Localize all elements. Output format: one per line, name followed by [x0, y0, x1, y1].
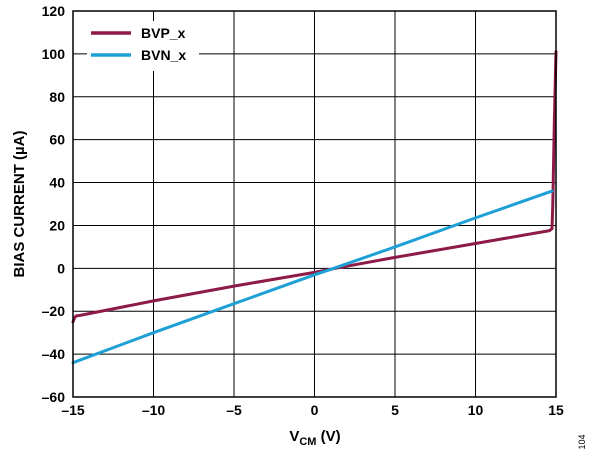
y-axis-title: BIAS CURRENT (µA): [11, 131, 28, 278]
y-tick-labels: –60 –40 –20 0 20 40 60 80 100 120: [42, 3, 66, 405]
x-axis-title: VCM (V): [289, 428, 340, 448]
x-tick-label: 10: [468, 402, 484, 418]
y-tick-label: 20: [49, 217, 65, 233]
legend-background: [87, 21, 199, 71]
x-tick-labels: –15 –10 –5 0 5 10 15: [61, 402, 564, 418]
y-tick-label: 120: [42, 3, 66, 19]
x-axis-title-main: V: [289, 428, 299, 445]
legend-label-bvn: BVN_x: [141, 47, 186, 63]
series-line-bvn-x: [71, 189, 554, 365]
x-axis-title-unit: (V): [316, 428, 340, 445]
figure-id: 104: [577, 434, 587, 449]
x-axis-title-subscript: CM: [299, 436, 316, 448]
y-tick-label: 80: [49, 89, 65, 105]
x-tick-label: 0: [311, 402, 319, 418]
x-tick-label: 5: [391, 402, 399, 418]
y-tick-label: –20: [42, 303, 66, 319]
y-tick-label: 60: [49, 132, 65, 148]
x-tick-label: 15: [548, 402, 564, 418]
x-tick-label: –10: [142, 402, 166, 418]
y-tick-label: –40: [42, 346, 66, 362]
x-tick-label: –15: [61, 402, 85, 418]
y-tick-label: 40: [49, 175, 65, 191]
series-lines: [71, 50, 558, 365]
y-tick-label: –60: [42, 389, 66, 405]
x-tick-label: –5: [226, 402, 242, 418]
plot-frame: [72, 10, 557, 398]
legend: BVP_x BVN_x: [87, 21, 199, 71]
y-tick-label: 0: [57, 260, 65, 276]
y-tick-label: 100: [42, 46, 66, 62]
legend-label-bvp: BVP_x: [141, 25, 186, 41]
